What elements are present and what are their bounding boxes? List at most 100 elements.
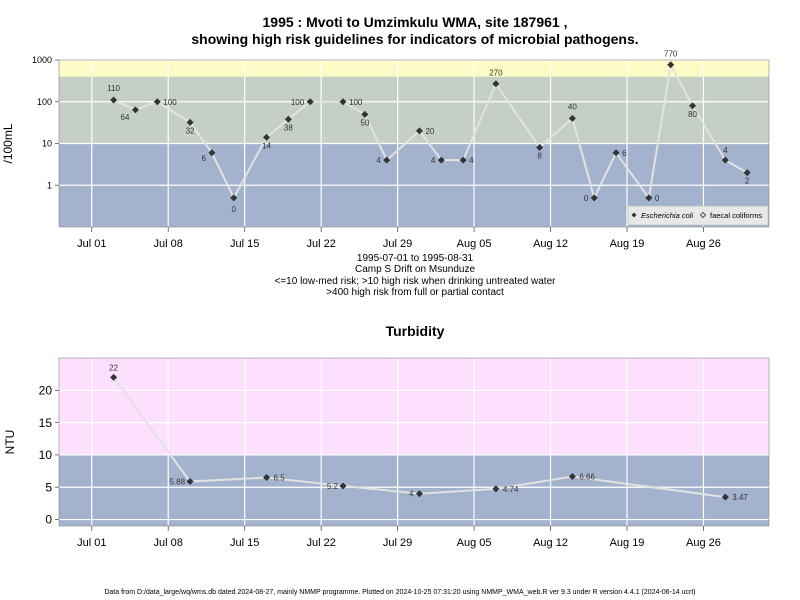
data-point [263, 133, 271, 141]
legend-label-ecoli: Escherichia coli [641, 211, 693, 220]
data-point [131, 106, 139, 114]
x-tick-label: Jul 22 [306, 537, 335, 549]
legend-marker-ecoli [631, 212, 637, 218]
risk-zone [59, 60, 769, 77]
y-tick-label: 20 [39, 384, 53, 398]
data-label: 20 [425, 127, 434, 136]
data-label: 5.88 [169, 478, 185, 487]
data-label: 3.47 [732, 493, 748, 502]
data-label: 32 [186, 126, 195, 135]
footer-note: Data from D:/data_large/wq/wms.db dated … [104, 589, 696, 596]
data-point [208, 149, 216, 157]
data-point [110, 373, 118, 381]
x-tick-label: Aug 26 [686, 238, 721, 250]
risk-zone [59, 358, 769, 455]
data-point [568, 473, 576, 481]
data-label: 4 [409, 490, 414, 499]
y-tick-label: 10 [39, 448, 53, 462]
subtitle-risk-low: <=10 low-med risk; >10 high risk when dr… [274, 276, 556, 287]
x-tick-label: Aug 05 [457, 238, 492, 250]
y-tick-label: 0 [45, 513, 52, 527]
data-label: 0 [655, 194, 660, 203]
data-point [667, 61, 675, 69]
data-label: 0 [232, 205, 237, 214]
y-tick-label: 5 [45, 480, 52, 494]
data-point [590, 194, 598, 202]
data-point [230, 194, 238, 202]
data-label: 110 [107, 84, 120, 93]
legend: Escherichia coli faecal coliforms [627, 205, 769, 226]
data-point [284, 115, 292, 123]
data-point [743, 169, 751, 177]
plot-frame [58, 357, 770, 527]
data-label: 6.5 [274, 474, 286, 483]
data-label: 80 [688, 110, 697, 119]
data-point [721, 493, 729, 501]
data-label: 100 [163, 98, 177, 107]
data-point [437, 156, 445, 164]
data-label: 5.2 [327, 482, 339, 491]
subtitle-date-range: 1995-07-01 to 1995-08-31 [356, 253, 474, 264]
y-tick-label: 1000 [32, 55, 52, 65]
data-label: 2 [745, 177, 750, 186]
x-tick-label: Jul 15 [230, 238, 259, 250]
data-label: 4 [723, 146, 728, 155]
x-tick-label: Jul 29 [383, 537, 412, 549]
data-point [361, 110, 369, 118]
data-label: 64 [121, 113, 130, 122]
x-tick-label: Jul 22 [306, 238, 335, 250]
data-label: 270 [489, 69, 503, 78]
turbidity-title: Turbidity [385, 323, 445, 339]
data-point [110, 96, 118, 104]
y-tick-label: 15 [39, 416, 53, 430]
data-point [339, 482, 347, 490]
data-label: 50 [360, 118, 369, 127]
chart-title-line1: 1995 : Mvoti to Umzimkulu WMA, site 1879… [262, 14, 568, 30]
data-point [721, 156, 729, 164]
x-tick-label: Jul 15 [230, 537, 259, 549]
data-point [383, 156, 391, 164]
data-label: 0 [584, 194, 589, 203]
data-label: 6 [622, 149, 627, 158]
data-point [415, 490, 423, 498]
data-label: 22 [109, 363, 118, 372]
data-point [612, 149, 620, 157]
legend-label-faecal: faecal coliforms [710, 211, 762, 220]
data-label: 100 [349, 98, 363, 107]
x-tick-label: Aug 26 [686, 537, 721, 549]
y-tick-label: 1 [47, 180, 52, 190]
risk-zone [59, 76, 769, 144]
data-point [339, 98, 347, 106]
data-point [492, 80, 500, 88]
data-point [263, 474, 271, 482]
y-tick-label: 100 [37, 97, 52, 107]
x-tick-label: Aug 12 [533, 537, 568, 549]
data-label: 100 [291, 98, 305, 107]
subtitle-site: Camp S Drift on Msunduze [354, 264, 476, 275]
data-label: 6 [201, 154, 206, 163]
x-tick-label: Jul 08 [154, 537, 183, 549]
data-label: 4 [469, 156, 474, 165]
x-tick-label: Jul 01 [77, 537, 106, 549]
legend-box [627, 205, 769, 226]
x-tick-label: Jul 01 [77, 238, 106, 250]
data-label: 40 [568, 102, 577, 111]
y-tick-label: 10 [42, 139, 52, 149]
series-line [112, 376, 726, 499]
turbidity-chart: 0 5 10 15 20 Jul 01 Jul 08 Jul 15 Jul 22 Jul 29 Au… [3, 357, 770, 549]
data-point [492, 485, 500, 493]
data-label: 6.66 [579, 473, 595, 482]
y-axis-label: NTU [3, 430, 17, 455]
chart-title-line2: showing high risk guidelines for indicat… [191, 31, 639, 47]
risk-zone [59, 454, 769, 526]
data-point [153, 98, 161, 106]
data-point [459, 156, 467, 164]
x-tick-label: Aug 19 [610, 537, 645, 549]
x-tick-label: Jul 29 [383, 238, 412, 250]
data-label: 770 [664, 50, 678, 59]
x-tick-label: Aug 19 [610, 238, 645, 250]
data-point [186, 118, 194, 126]
data-point [186, 478, 194, 486]
data-point [645, 194, 653, 202]
